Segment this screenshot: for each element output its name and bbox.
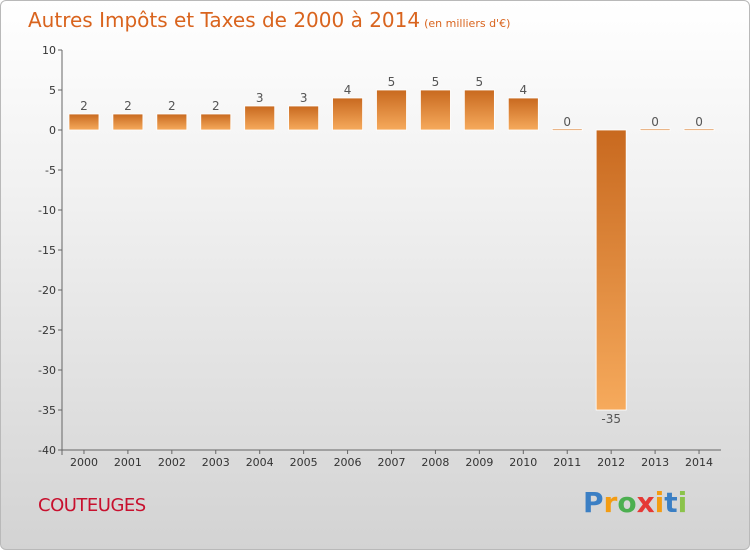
x-tick-label: 2006 [334, 456, 362, 469]
data-label-2014: 0 [695, 115, 703, 129]
y-tick-label: -35 [38, 404, 56, 417]
y-tick-label: -5 [45, 164, 56, 177]
chart-title: Autres Impôts et Taxes de 2000 à 2014 (en… [28, 8, 510, 32]
x-tick-label: 2010 [509, 456, 537, 469]
bar-2014[interactable] [683, 128, 715, 131]
chart-title-text: Autres Impôts et Taxes de 2000 à 2014 [28, 8, 421, 32]
bar-2003[interactable] [200, 113, 232, 131]
chart-bars [68, 89, 715, 411]
x-tick-label: 2005 [290, 456, 318, 469]
bar-2006[interactable] [332, 97, 363, 131]
data-label-2003: 2 [212, 99, 220, 113]
bar-2005[interactable] [288, 105, 320, 131]
data-label-2008: 5 [432, 75, 440, 89]
bar-2011[interactable] [551, 128, 583, 131]
bar-2010[interactable] [507, 97, 539, 131]
x-tick-label: 2000 [70, 456, 98, 469]
y-tick-label: 0 [49, 124, 56, 137]
bar-2012[interactable] [595, 129, 627, 411]
x-tick-label: 2008 [421, 456, 449, 469]
x-tick-label: 2003 [202, 456, 230, 469]
bar-2001[interactable] [112, 113, 144, 131]
bar-2009[interactable] [463, 89, 495, 131]
y-tick-label: -40 [38, 444, 56, 457]
data-label-2004: 3 [256, 91, 264, 105]
data-label-2006: 4 [344, 83, 352, 97]
logo-letter: o [617, 486, 637, 519]
y-tick-label: 5 [49, 84, 56, 97]
y-tick-label: -10 [38, 204, 56, 217]
bar-2002[interactable] [156, 113, 188, 131]
unit-label: (en milliers d'€) [424, 17, 511, 30]
x-tick-label: 2009 [465, 456, 493, 469]
y-tick-label: -20 [38, 284, 56, 297]
logo-letter: x [636, 486, 655, 519]
data-label-2001: 2 [124, 99, 132, 113]
logo-letter: i [654, 486, 665, 519]
x-tick-label: 2002 [158, 456, 186, 469]
logo-letter: P [583, 486, 604, 519]
proxiti-logo[interactable]: Proxiti [583, 486, 687, 519]
y-tick-label: -15 [38, 244, 56, 257]
x-tick-label: 2001 [114, 456, 142, 469]
x-tick-label: 2011 [553, 456, 581, 469]
x-tick-label: 2004 [246, 456, 274, 469]
commune-name: COUTEUGES [38, 495, 146, 516]
data-label-2009: 5 [476, 75, 484, 89]
data-label-2011: 0 [563, 115, 571, 129]
bar-2004[interactable] [244, 105, 276, 131]
data-label-2012: -35 [601, 412, 621, 426]
chart-data-labels: 2 2 2 2 3 3 4 5 5 5 4 0 -35 0 0 [80, 75, 703, 426]
x-tick-label: 2013 [641, 456, 669, 469]
logo-letter: t [664, 486, 678, 519]
x-tick-label: 2014 [685, 456, 713, 469]
y-tick-label: 10 [42, 44, 56, 57]
y-tick-label: -25 [38, 324, 56, 337]
data-label-2013: 0 [651, 115, 659, 129]
logo-letter: i [677, 486, 688, 519]
data-label-2010: 4 [519, 83, 527, 97]
x-tick-label: 2012 [597, 456, 625, 469]
bar-2000[interactable] [68, 113, 100, 131]
bar-2013[interactable] [639, 128, 671, 131]
logo-letter: r [603, 486, 618, 519]
data-label-2007: 5 [388, 75, 396, 89]
data-label-2005: 3 [300, 91, 308, 105]
bar-2007[interactable] [376, 89, 407, 131]
data-label-2002: 2 [168, 99, 176, 113]
bar-2008[interactable] [420, 89, 451, 131]
x-tick-label: 2007 [378, 456, 406, 469]
data-label-2000: 2 [80, 99, 88, 113]
y-tick-label: -30 [38, 364, 56, 377]
